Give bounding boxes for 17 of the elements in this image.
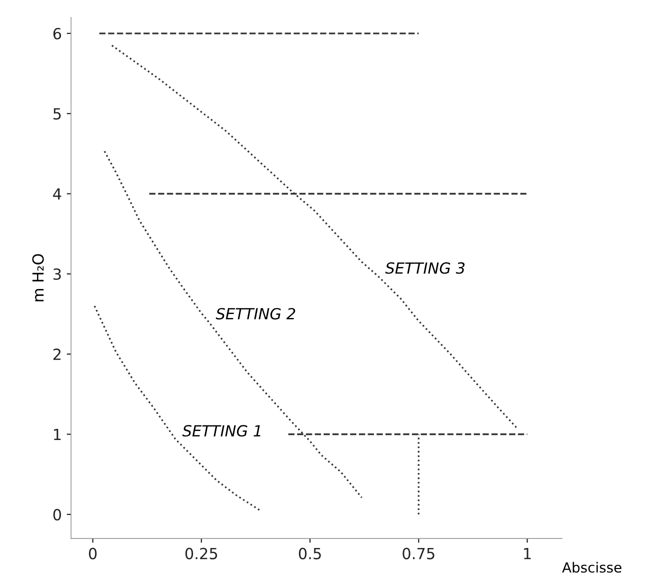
- x-tick-label: 0.25: [185, 548, 218, 560]
- y-axis-title: m H₂O: [32, 254, 44, 302]
- x-tick-label: 0: [88, 548, 97, 560]
- y-tick-label: 4: [53, 188, 62, 200]
- x-tick-label: 0.5: [298, 548, 321, 560]
- y-tick-label: 2: [53, 348, 60, 360]
- series-label: SETTING 2: [216, 308, 296, 320]
- x-axis-title: Abscisse: [562, 562, 622, 573]
- y-tick-label: 5: [53, 108, 61, 120]
- y-tick-label: 1: [54, 428, 61, 440]
- x-tick-label: 0.75: [402, 548, 434, 560]
- y-tick-label: 3: [53, 268, 61, 280]
- series-label: SETTING 3: [385, 262, 465, 274]
- y-tick-label: 6: [53, 28, 62, 40]
- x-tick-label: 1: [524, 548, 531, 560]
- series-label: SETTING 1: [182, 424, 260, 437]
- y-tick-label: 0: [53, 508, 62, 520]
